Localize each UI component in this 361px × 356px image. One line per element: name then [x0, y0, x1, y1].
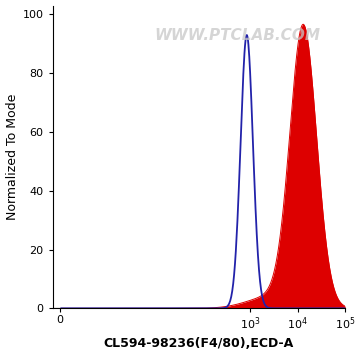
- Y-axis label: Normalized To Mode: Normalized To Mode: [5, 94, 18, 220]
- X-axis label: CL594-98236(F4/80),ECD-A: CL594-98236(F4/80),ECD-A: [104, 337, 294, 350]
- Text: WWW.PTCLAB.COM: WWW.PTCLAB.COM: [154, 28, 320, 43]
